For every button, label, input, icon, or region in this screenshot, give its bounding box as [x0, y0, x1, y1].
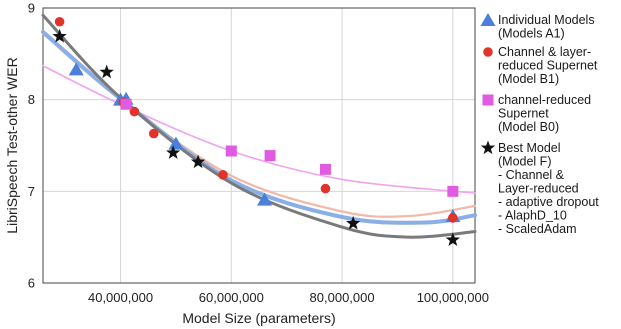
legend-label: (Model F)	[498, 155, 551, 169]
data-point-circle	[448, 213, 458, 223]
legend-label: (Model B1)	[498, 72, 559, 86]
legend-label: Individual Models	[498, 13, 595, 27]
y-tick-label: 8	[28, 92, 35, 107]
data-point-square	[264, 150, 276, 162]
data-point-star	[166, 145, 181, 159]
x-tick-label: 60,000,000	[199, 290, 264, 305]
data-point-star	[190, 154, 206, 169]
fit-curve-triangle	[41, 29, 477, 225]
data-point-star	[99, 64, 114, 79]
data-point-circle	[320, 183, 331, 194]
data-point-square	[225, 145, 237, 157]
legend-label: - ScaledAdam	[498, 222, 577, 236]
fit-curve-circle	[41, 32, 477, 218]
legend-label: Best Model	[498, 141, 561, 155]
data-point-circle	[54, 16, 65, 27]
data-point-star	[346, 215, 361, 230]
y-axis-ticks: 6 7 8 9	[28, 1, 35, 291]
data-point-square	[120, 98, 132, 110]
legend: Individual Models(Models A1) Channel & la…	[480, 13, 599, 236]
data-point-square	[319, 163, 331, 175]
legend-label: Channel & layer-	[498, 45, 591, 59]
legend-marker-square	[482, 94, 494, 106]
legend-label: Supernet	[498, 107, 549, 121]
x-tick-label: 40,000,000	[88, 290, 153, 305]
legend-label: Layer-reduced	[498, 182, 579, 196]
data-point-circle	[129, 106, 140, 117]
legend-marker-star	[480, 140, 496, 155]
legend-label: - Channel &	[498, 168, 565, 182]
legend-marker-triangle	[480, 13, 496, 26]
y-tick-label: 9	[28, 1, 35, 16]
y-tick-label: 7	[28, 184, 35, 199]
legend-label: channel-reduced	[498, 93, 591, 107]
legend-label: - adaptive dropout	[498, 195, 599, 209]
legend-label: (Model B0)	[498, 120, 559, 134]
y-tick-label: 6	[28, 276, 35, 291]
legend-label: - AlaphD_10	[498, 209, 567, 223]
data-point-circle	[148, 128, 159, 139]
y-axis-title: LibriSpeech Test-other WER	[4, 57, 20, 233]
data-point-circle	[218, 170, 228, 180]
data-point-triangle	[68, 62, 84, 76]
data-point-triangle	[257, 192, 273, 206]
gridlines	[43, 7, 475, 284]
legend-marker-circle	[483, 47, 493, 57]
x-tick-label: 80,000,000	[310, 290, 375, 305]
legend-label: reduced Supernet	[498, 59, 598, 73]
data-point-star	[445, 232, 460, 246]
data-point-triangle	[168, 136, 184, 150]
x-tick-label: 100,000,000	[417, 290, 489, 305]
data-point-square	[447, 185, 459, 197]
x-axis-title: Model Size (parameters)	[182, 310, 335, 326]
data-point-star	[52, 28, 67, 43]
x-axis-ticks: 40,000,000 60,000,000 80,000,000 100,000,00…	[88, 290, 489, 305]
legend-label: (Models A1)	[498, 27, 565, 41]
data-points	[52, 16, 461, 246]
plot-frame	[42, 7, 476, 284]
